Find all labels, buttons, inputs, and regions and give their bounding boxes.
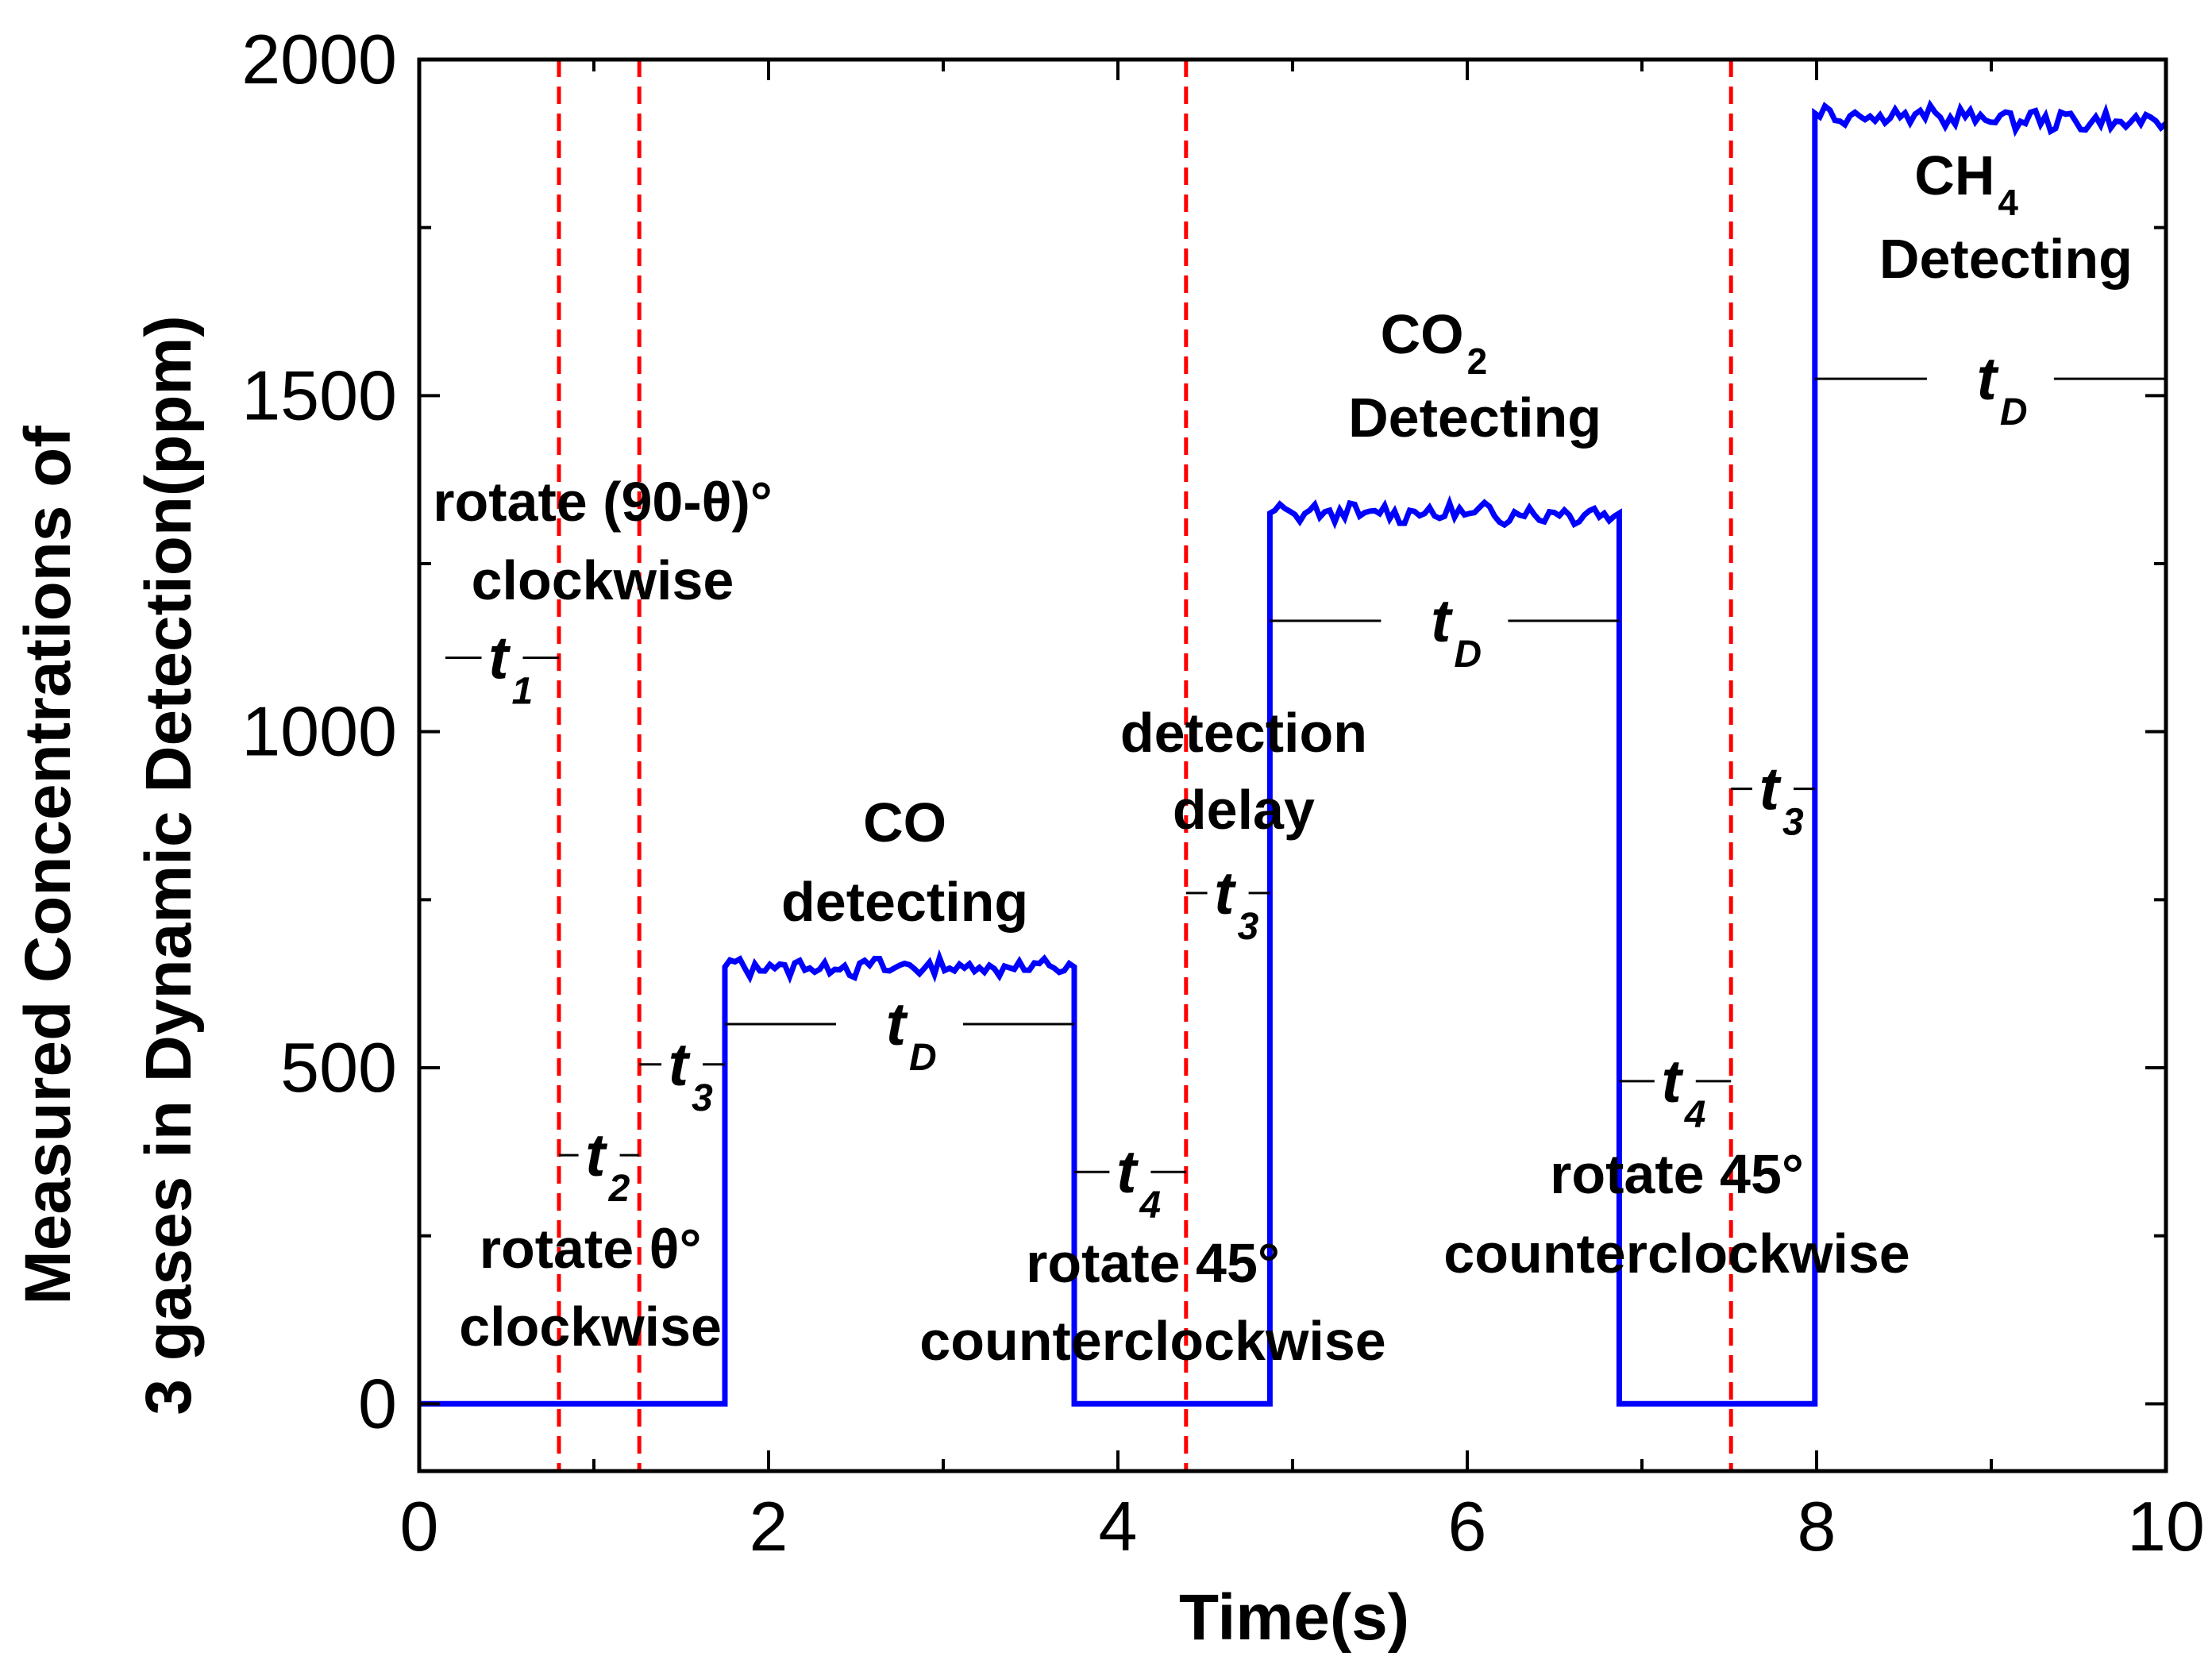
x-tick-label: 2 <box>750 1487 788 1566</box>
annotation-co2-formula: CO <box>1381 303 1464 365</box>
interval-symbol: t <box>1759 756 1782 823</box>
interval-subscript: 4 <box>1139 1184 1161 1227</box>
x-axis-title: Time(s) <box>1179 1581 1409 1654</box>
interval-markers: t 1t 2t 3t Dt 4t 3t Dt 4t 3t D <box>445 345 2166 1227</box>
y-tick-label: 0 <box>358 1364 397 1442</box>
annotation-co2: CO 2 Detecting <box>1348 303 1601 449</box>
annotation-detection-delay: detection delay <box>1120 702 1367 841</box>
annotation-rotate-45-b: rotate 45° counterclockwise <box>1443 1143 1909 1284</box>
interval-subscript: 1 <box>512 671 534 713</box>
annotation-ch4-subscript: 4 <box>1998 182 2018 223</box>
annotation-rotate-theta-line2: clockwise <box>459 1296 722 1358</box>
interval-subscript: D <box>2000 391 2028 433</box>
annotation-rotate-45-a: rotate 45° counterclockwise <box>919 1232 1385 1372</box>
annotation-ch4-line2: Detecting <box>1879 228 2133 290</box>
x-tick-label: 10 <box>2127 1487 2205 1566</box>
annotation-co: CO detecting <box>781 791 1028 933</box>
interval-symbol: t <box>1431 587 1453 655</box>
interval-subscript: 3 <box>1782 802 1804 844</box>
x-tick-label: 6 <box>1448 1487 1487 1566</box>
interval-symbol: t <box>488 625 511 692</box>
annotation-rotate-45-b-line2: counterclockwise <box>1443 1223 1909 1284</box>
axes: 0 2 4 6 8 10 0 500 1000 1500 2000 <box>241 20 2205 1566</box>
annotation-rotate-90: rotate (90-θ)° clockwise <box>433 471 773 611</box>
annotation-co2-subscript: 2 <box>1467 341 1488 382</box>
interval-symbol: t <box>886 991 908 1058</box>
interval-subscript: D <box>1454 634 1482 676</box>
y-tick-label: 500 <box>280 1028 397 1107</box>
y-axis-title-line2: 3 gases in Dynamic Detection(ppm) <box>133 315 205 1415</box>
annotation-rotate-45-b-line1: rotate 45° <box>1550 1143 1804 1205</box>
interval-subscript: D <box>909 1037 937 1079</box>
x-tick-label: 4 <box>1099 1487 1138 1566</box>
annotation-ch4-formula: CH <box>1914 144 1994 206</box>
y-axis-title-line1: Measured Concentrations of <box>12 426 84 1305</box>
interval-subscript: 3 <box>1238 906 1259 948</box>
annotations: rotate (90-θ)° clockwise rotate θ° clockwis… <box>433 144 2133 1372</box>
interval-symbol: t <box>669 1031 691 1099</box>
x-tick-label: 0 <box>400 1487 439 1566</box>
annotation-rotate-90-line1: rotate (90-θ)° <box>433 471 773 533</box>
interval-subscript: 4 <box>1684 1094 1706 1136</box>
interval-symbol: t <box>1661 1048 1683 1115</box>
annotation-rotate-45-a-line2: counterclockwise <box>919 1310 1385 1372</box>
reference-lines <box>557 60 1733 1471</box>
annotation-co-line1: CO <box>863 791 946 853</box>
interval-subscript: 3 <box>692 1077 713 1119</box>
annotation-rotate-theta: rotate θ° clockwise <box>459 1218 722 1358</box>
annotation-detection-delay-line1: detection <box>1120 702 1367 764</box>
interval-subscript: 2 <box>608 1168 630 1210</box>
annotation-co-line2: detecting <box>781 871 1028 933</box>
annotation-detection-delay-line2: delay <box>1173 779 1315 841</box>
interval-symbol: t <box>1214 860 1236 927</box>
series-line-1 <box>419 99 2168 1407</box>
data-layer <box>419 99 2168 1407</box>
interval-symbol: t <box>585 1122 607 1189</box>
y-tick-label: 1000 <box>241 692 397 771</box>
x-tick-label: 8 <box>1798 1487 1836 1566</box>
annotation-rotate-theta-line1: rotate θ° <box>480 1218 702 1280</box>
annotation-rotate-45-a-line1: rotate 45° <box>1026 1232 1280 1294</box>
annotation-co2-line2: Detecting <box>1348 387 1601 449</box>
y-tick-label: 2000 <box>241 20 397 98</box>
interval-symbol: t <box>1116 1138 1139 1206</box>
annotation-ch4: CH 4 Detecting <box>1879 144 2133 290</box>
annotation-rotate-90-line2: clockwise <box>472 549 734 611</box>
interval-symbol: t <box>1977 345 1999 413</box>
y-tick-label: 1500 <box>241 356 397 434</box>
